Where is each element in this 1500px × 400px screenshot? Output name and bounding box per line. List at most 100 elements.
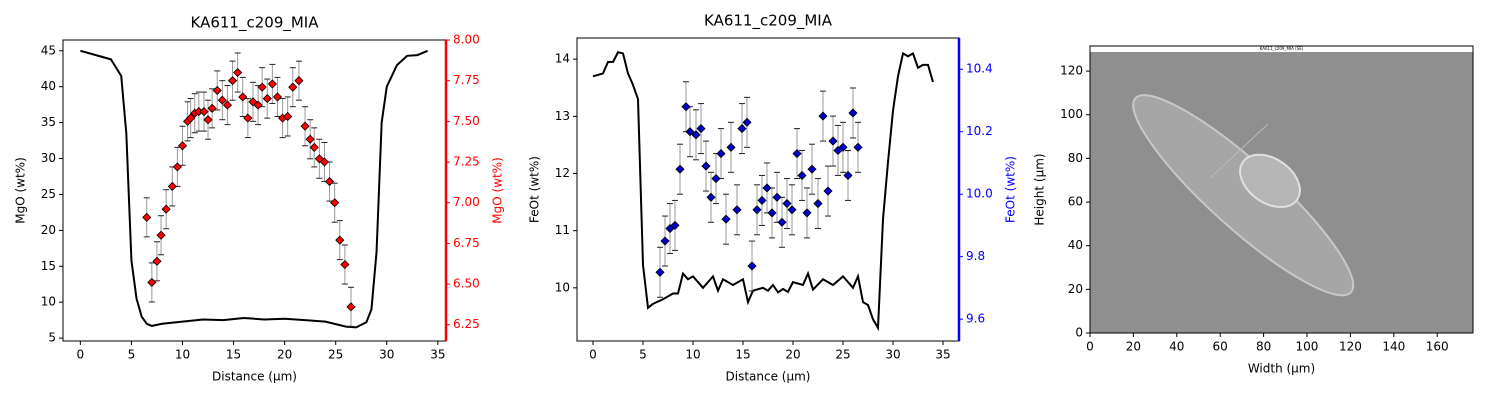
y-tick-label: 60 <box>1068 195 1083 209</box>
data-point <box>828 136 838 146</box>
data-point <box>843 170 853 181</box>
y-tick-label: 20 <box>1068 282 1083 296</box>
x-tick-label: 15 <box>735 348 750 362</box>
image-header <box>1090 46 1473 52</box>
x-tick-label: 0 <box>77 348 85 362</box>
data-point <box>346 302 356 312</box>
y2-tick-label: 10.2 <box>966 124 993 138</box>
profile-trace <box>1209 123 1269 179</box>
data-point <box>772 192 782 202</box>
data-point <box>681 102 691 112</box>
data-point <box>217 95 227 105</box>
data-point <box>222 100 233 110</box>
y-tick-label: 120 <box>1060 64 1083 78</box>
data-point <box>685 127 695 137</box>
data-point <box>177 141 188 151</box>
x-tick-label: 160 <box>1426 340 1449 354</box>
x-tick-label: 40 <box>1169 340 1184 354</box>
data-point <box>300 121 310 131</box>
data-point <box>742 117 752 127</box>
data-point <box>152 256 162 266</box>
data-point <box>186 113 196 123</box>
data-point <box>813 198 823 209</box>
y-tick-label: 14 <box>555 52 570 66</box>
x-tick-label: 0 <box>1086 340 1094 354</box>
data-point <box>792 149 802 159</box>
data-point <box>797 170 807 181</box>
y-tick-label: 15 <box>41 259 56 273</box>
data-point <box>732 205 742 215</box>
data-point <box>233 67 243 78</box>
data-point <box>818 111 828 121</box>
x-tick-label: 140 <box>1382 340 1405 354</box>
y-tick-label: 10 <box>555 280 570 294</box>
y-tick-label: 20 <box>41 223 56 237</box>
data-point <box>777 217 787 227</box>
data-point <box>701 161 711 171</box>
profile-line <box>592 51 934 332</box>
data-point <box>294 76 304 86</box>
y2-tick-label: 10.4 <box>966 62 993 76</box>
y-tick-label: 40 <box>1068 238 1083 252</box>
x-axis-label: Distance (µm) <box>726 370 811 384</box>
data-point <box>838 142 848 152</box>
data-point <box>267 79 277 89</box>
data-point <box>787 205 797 215</box>
x-tick-label: 10 <box>175 348 190 362</box>
x-tick-label: 30 <box>379 348 394 362</box>
data-point <box>156 230 166 240</box>
y-tick-label: 100 <box>1060 107 1083 121</box>
data-point <box>802 208 812 218</box>
data-point <box>227 76 238 86</box>
x-tick-label: 100 <box>1296 340 1319 354</box>
x-tick-label: 25 <box>328 348 343 362</box>
data-point <box>212 85 222 96</box>
y2-tick-label: 9.8 <box>966 249 985 263</box>
x-tick-label: 35 <box>935 348 950 362</box>
y-tick-label: 12 <box>555 166 570 180</box>
y2-axis-label: FeOt (wt%) <box>1004 156 1018 223</box>
data-point <box>691 130 701 140</box>
y-tick-label: 35 <box>41 115 56 129</box>
x-tick-label: 5 <box>639 348 647 362</box>
x-tick-label: 25 <box>835 348 850 362</box>
data-point <box>848 108 858 118</box>
image-caption: KA611_c209_MIA (SE) <box>1260 46 1304 51</box>
profile-line <box>80 49 429 329</box>
x-tick-label: 30 <box>885 348 900 362</box>
x-tick-label: 20 <box>277 348 292 362</box>
data-point <box>675 164 685 174</box>
y-tick-label: 0 <box>1075 326 1083 340</box>
data-point <box>706 192 716 202</box>
x-axis-label: Width (µm) <box>1248 362 1315 376</box>
data-point <box>172 162 182 172</box>
data-point <box>747 261 757 271</box>
y-tick-label: 11 <box>555 223 570 237</box>
axes-frame <box>1089 45 1474 334</box>
data-point <box>752 205 762 215</box>
y-tick-label: 25 <box>41 187 56 201</box>
x-axis-label: Distance (µm) <box>212 370 297 384</box>
data-point <box>716 149 726 159</box>
data-point <box>782 198 792 209</box>
data-point <box>711 174 721 184</box>
data-point <box>243 113 253 123</box>
data-point <box>199 107 209 117</box>
data-point <box>283 111 293 122</box>
x-tick-label: 120 <box>1339 340 1362 354</box>
data-point <box>325 176 335 187</box>
data-point <box>721 214 731 224</box>
y2-tick-label: 6.50 <box>453 277 480 291</box>
y-tick-label: 45 <box>41 43 56 57</box>
data-point <box>257 82 267 92</box>
x-tick-label: 80 <box>1256 340 1271 354</box>
data-point <box>203 115 213 125</box>
y-tick-label: 80 <box>1068 151 1083 165</box>
y-axis-label: Height (µm) <box>1033 153 1047 225</box>
data-point <box>696 124 706 134</box>
data-point <box>161 204 171 214</box>
data-point <box>288 82 298 92</box>
x-tick-label: 20 <box>1126 340 1141 354</box>
data-point <box>305 134 315 144</box>
